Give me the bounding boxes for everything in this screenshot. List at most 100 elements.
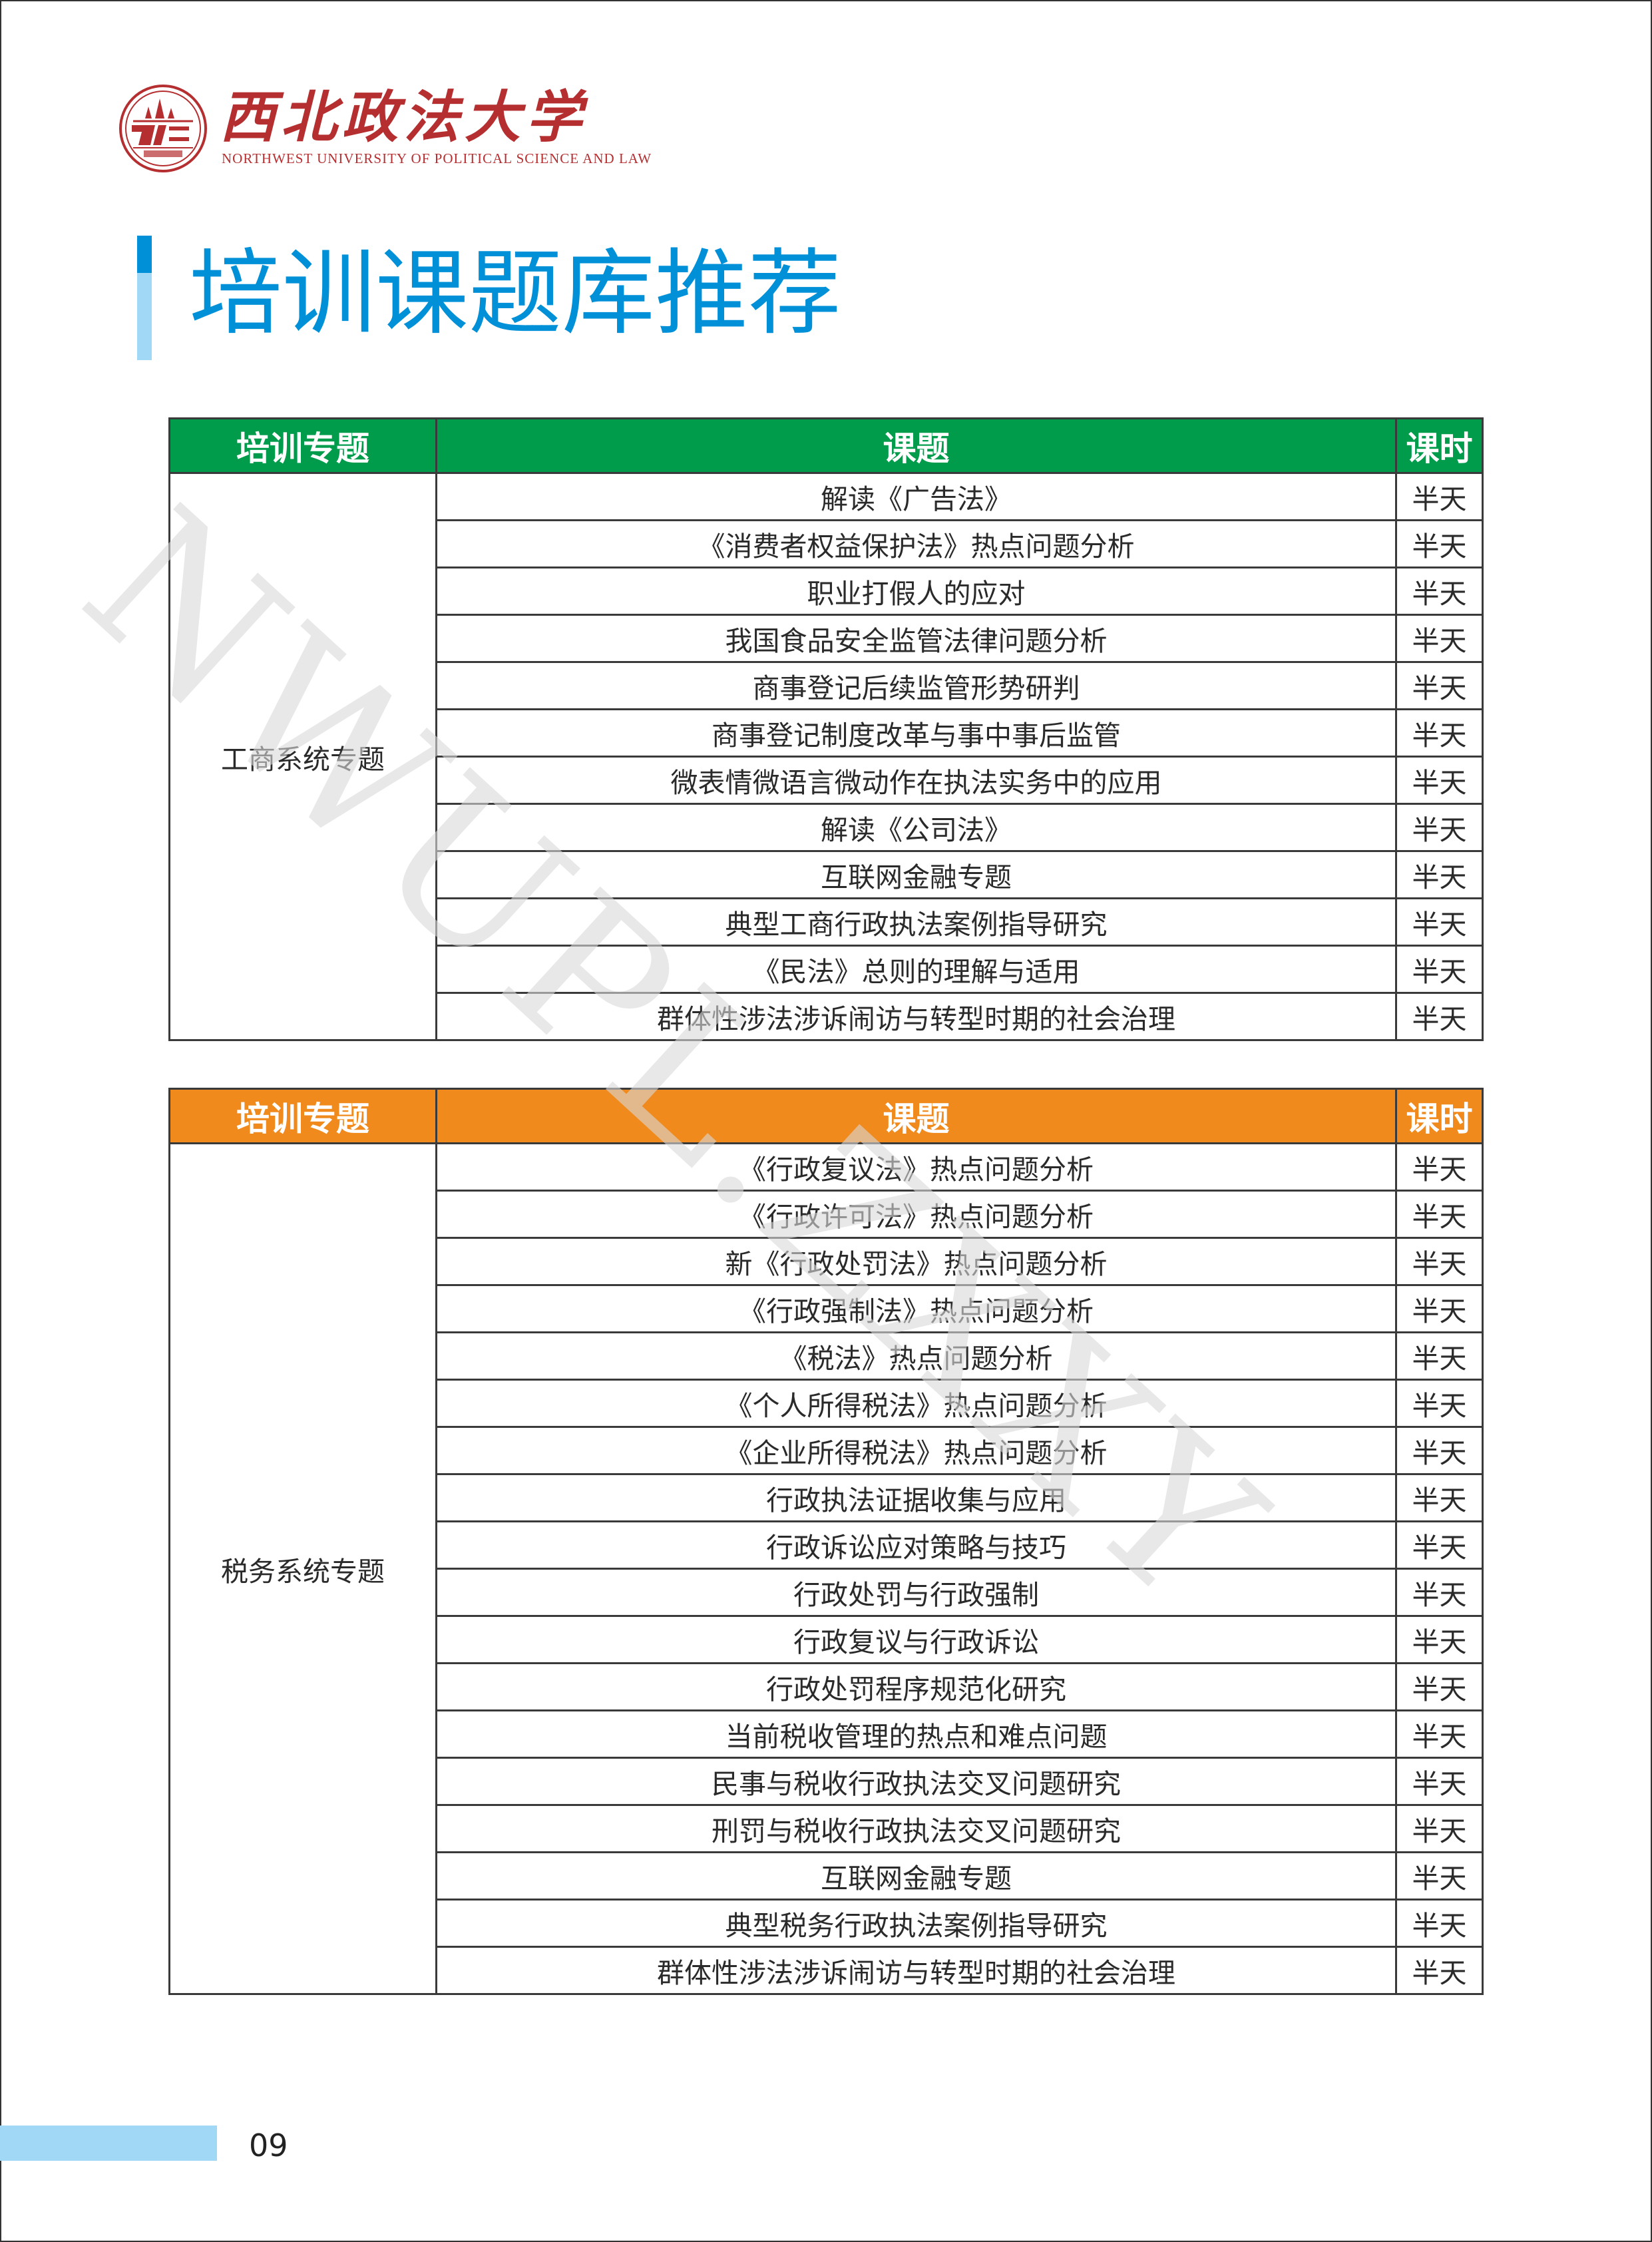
hours-cell: 半天 (1395, 1190, 1484, 1239)
hours-cell: 半天 (1395, 1757, 1484, 1806)
topic-cell: 商事登记制度改革与事中事后监管 (435, 708, 1397, 758)
hours-cell: 半天 (1395, 1568, 1484, 1617)
topic-cell: 当前税收管理的热点和难点问题 (435, 1709, 1397, 1759)
hours-cell: 半天 (1395, 1379, 1484, 1428)
topic-cell: 我国食品安全监管法律问题分析 (435, 614, 1397, 663)
hours-cell: 半天 (1395, 945, 1484, 994)
hours-cell: 半天 (1395, 1709, 1484, 1759)
table-row: 典型税务行政执法案例指导研究 半天 (170, 1899, 1484, 1948)
table-row: 群体性涉法涉诉闹访与转型时期的社会治理 半天 (170, 992, 1484, 1041)
table-row: 解读《公司法》 半天 (170, 803, 1484, 852)
hours-cell: 半天 (1395, 1284, 1484, 1333)
table-row: 《税法》热点问题分析 半天 (170, 1331, 1484, 1381)
table-row: 行政处罚程序规范化研究 半天 (170, 1662, 1484, 1711)
topic-cell: 《行政强制法》热点问题分析 (435, 1284, 1397, 1333)
hours-cell: 半天 (1395, 614, 1484, 663)
hours-cell: 半天 (1395, 1426, 1484, 1475)
topic-cell: 行政复议与行政诉讼 (435, 1615, 1397, 1664)
table-row: 我国食品安全监管法律问题分析 半天 (170, 614, 1484, 663)
table-row: 刑罚与税收行政执法交叉问题研究 半天 (170, 1804, 1484, 1853)
topic-cell: 互联网金融专题 (435, 1851, 1397, 1901)
topic-cell: 《税法》热点问题分析 (435, 1331, 1397, 1381)
topic-cell: 行政处罚程序规范化研究 (435, 1662, 1397, 1711)
table-row: 典型工商行政执法案例指导研究 半天 (170, 897, 1484, 947)
hours-cell: 半天 (1395, 1237, 1484, 1286)
header-category: 培训专题 (168, 417, 437, 474)
topic-cell: 行政处罚与行政强制 (435, 1568, 1397, 1617)
table-header-row: 培训专题 课题 课时 (168, 1088, 1484, 1144)
table-row: 《行政强制法》热点问题分析 半天 (170, 1284, 1484, 1333)
table-row: 商事登记后续监管形势研判 半天 (170, 661, 1484, 710)
topic-cell: 典型税务行政执法案例指导研究 (435, 1899, 1397, 1948)
hours-cell: 半天 (1395, 756, 1484, 805)
tax-topics-table: 培训专题 课题 课时 税务系统专题 《行政复议法》热点问题分析 半天 《行政许可法》热… (168, 1088, 1484, 1995)
header-category: 培训专题 (168, 1088, 437, 1144)
hours-cell: 半天 (1395, 850, 1484, 899)
topic-cell: 行政诉讼应对策略与技巧 (435, 1520, 1397, 1570)
university-seal-logo (119, 85, 207, 172)
topic-cell: 民事与税收行政执法交叉问题研究 (435, 1757, 1397, 1806)
topic-cell: 《行政复议法》热点问题分析 (435, 1142, 1397, 1192)
hours-cell: 半天 (1395, 992, 1484, 1041)
table-row: 互联网金融专题 半天 (170, 850, 1484, 899)
topic-cell: 《行政许可法》热点问题分析 (435, 1190, 1397, 1239)
hours-cell: 半天 (1395, 1331, 1484, 1381)
table-row: 群体性涉法涉诉闹访与转型时期的社会治理 半天 (170, 1946, 1484, 1995)
header-hours: 课时 (1395, 1088, 1484, 1144)
topic-cell: 互联网金融专题 (435, 850, 1397, 899)
table-row: 《行政许可法》热点问题分析 半天 (170, 1190, 1484, 1239)
topic-cell: 行政执法证据收集与应用 (435, 1473, 1397, 1522)
hours-cell: 半天 (1395, 708, 1484, 758)
hours-cell: 半天 (1395, 519, 1484, 568)
topic-cell: 职业打假人的应对 (435, 566, 1397, 616)
table-row: 职业打假人的应对 半天 (170, 566, 1484, 616)
header-hours: 课时 (1395, 417, 1484, 474)
topic-cell: 群体性涉法涉诉闹访与转型时期的社会治理 (435, 1946, 1397, 1995)
table-row: 行政复议与行政诉讼 半天 (170, 1615, 1484, 1664)
category-cell: 税务系统专题 (168, 1142, 437, 1995)
table-row: 税务系统专题 《行政复议法》热点问题分析 半天 (168, 1142, 1484, 1995)
table-row: 行政执法证据收集与应用 半天 (170, 1473, 1484, 1522)
hours-cell: 半天 (1395, 1804, 1484, 1853)
hours-cell: 半天 (1395, 1520, 1484, 1570)
hours-cell: 半天 (1395, 566, 1484, 616)
table-row: 行政诉讼应对策略与技巧 半天 (170, 1520, 1484, 1570)
category-cell: 工商系统专题 (168, 472, 437, 1041)
table-row: 《民法》总则的理解与适用 半天 (170, 945, 1484, 994)
title-accent-bar (137, 236, 152, 360)
header-topic: 课题 (435, 1088, 1397, 1144)
topic-cell: 《民法》总则的理解与适用 (435, 945, 1397, 994)
topic-cell: 《消费者权益保护法》热点问题分析 (435, 519, 1397, 568)
table-row: 互联网金融专题 半天 (170, 1851, 1484, 1901)
topic-cell: 刑罚与税收行政执法交叉问题研究 (435, 1804, 1397, 1853)
page-number: 09 (249, 2128, 288, 2163)
hours-cell: 半天 (1395, 472, 1484, 521)
hours-cell: 半天 (1395, 1142, 1484, 1192)
table-row: 工商系统专题 解读《广告法》 半天 (168, 472, 1484, 1041)
hours-cell: 半天 (1395, 1946, 1484, 1995)
table-header-row: 培训专题 课题 课时 (168, 417, 1484, 474)
hours-cell: 半天 (1395, 1473, 1484, 1522)
university-name-cn: 西北政法大学 (220, 84, 588, 150)
hours-cell: 半天 (1395, 1662, 1484, 1711)
topic-cell: 商事登记后续监管形势研判 (435, 661, 1397, 710)
table-row: 《消费者权益保护法》热点问题分析 半天 (170, 519, 1484, 568)
hours-cell: 半天 (1395, 661, 1484, 710)
business-topics-table: 培训专题 课题 课时 工商系统专题 解读《广告法》 半天 《消费者权益保护法》热点问题… (168, 417, 1484, 1041)
university-name-en: NORTHWEST UNIVERSITY OF POLITICAL SCIENC… (222, 150, 652, 166)
hours-cell: 半天 (1395, 897, 1484, 947)
table-row: 行政处罚与行政强制 半天 (170, 1568, 1484, 1617)
table-row: 商事登记制度改革与事中事后监管 半天 (170, 708, 1484, 758)
table-row: 《企业所得税法》热点问题分析 半天 (170, 1426, 1484, 1475)
topic-cell: 解读《公司法》 (435, 803, 1397, 852)
page-number-bar (0, 2126, 217, 2161)
table-row: 微表情微语言微动作在执法实务中的应用 半天 (170, 756, 1484, 805)
hours-cell: 半天 (1395, 1851, 1484, 1901)
topic-cell: 微表情微语言微动作在执法实务中的应用 (435, 756, 1397, 805)
header-topic: 课题 (435, 417, 1397, 474)
topic-cell: 新《行政处罚法》热点问题分析 (435, 1237, 1397, 1286)
table-row: 新《行政处罚法》热点问题分析 半天 (170, 1237, 1484, 1286)
table-row: 民事与税收行政执法交叉问题研究 半天 (170, 1757, 1484, 1806)
hours-cell: 半天 (1395, 1615, 1484, 1664)
topic-cell: 典型工商行政执法案例指导研究 (435, 897, 1397, 947)
